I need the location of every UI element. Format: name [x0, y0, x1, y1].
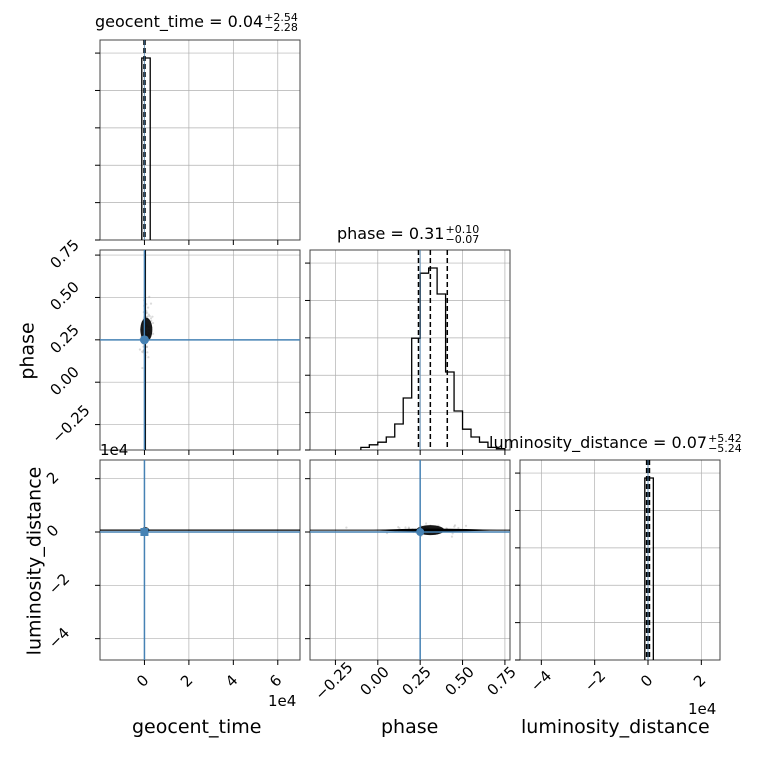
scatter-point	[146, 315, 149, 318]
panel-frame-2-1	[309, 459, 511, 661]
hist-title-errors: +0.10 −0.07	[445, 222, 480, 246]
truth-marker	[416, 528, 425, 536]
scatter-point	[453, 525, 456, 528]
panel-frame-1-1	[309, 249, 511, 451]
scatter-point	[345, 526, 348, 529]
hist-title-errors: +2.54 −2.28	[264, 10, 298, 34]
xlabel-geocent_time: geocent_time	[132, 716, 262, 738]
scatter-point	[145, 345, 149, 349]
scatter-point	[146, 311, 149, 314]
panel-frame-2-0	[99, 459, 301, 661]
panel-frame-2-2	[519, 459, 721, 661]
xlabel-luminosity_distance: luminosity_distance	[521, 716, 710, 738]
scatter-point	[141, 366, 144, 370]
multiplier-geocent_time: 1e4	[268, 692, 297, 710]
scatter-point	[145, 315, 148, 319]
scatter-point	[457, 526, 460, 530]
scatter-point	[151, 315, 154, 318]
scatter-point	[152, 332, 155, 335]
multiplier-luminosity_distance: 1e4	[688, 700, 717, 718]
scatter-point	[147, 313, 150, 316]
hist-title-minus: −2.28	[264, 20, 298, 34]
ylabel-phase: phase	[16, 322, 39, 380]
scatter-point	[148, 314, 151, 318]
scatter-point	[146, 351, 149, 354]
histogram-phase	[360, 267, 506, 450]
hist-title-text: geocent_time = 0.04	[95, 12, 264, 31]
panel-frame-0-0	[99, 39, 301, 241]
hist-title-plus: +2.54	[264, 10, 298, 24]
scatter-point	[407, 526, 410, 529]
scatter-point	[149, 317, 153, 320]
panel-frame-1-0	[99, 249, 301, 451]
hist-title-text: phase = 0.31	[337, 224, 445, 243]
hist-title-plus: +0.10	[445, 222, 480, 236]
scatter-point	[149, 302, 153, 305]
truth-marker	[140, 528, 149, 536]
hist-title-minus: −5.24	[708, 441, 742, 455]
hist-title-minus: −0.07	[445, 232, 480, 246]
scatter-point	[145, 345, 148, 348]
truth-marker	[139, 335, 149, 345]
scatter-point	[451, 532, 454, 535]
scatter-point	[150, 319, 153, 322]
hist-title-geocent_time: geocent_time = 0.04 +2.54 −2.28	[95, 12, 298, 33]
hist-title-plus: +5.42	[708, 431, 742, 445]
scatter-point	[146, 306, 150, 309]
scatter-point	[148, 295, 151, 298]
scatter-point	[404, 526, 407, 529]
scatter-point	[453, 524, 457, 527]
scatter-point	[450, 535, 454, 538]
hist-title-text: luminosity_distance = 0.07	[489, 433, 708, 452]
scatter-point	[397, 526, 400, 529]
hist-title-phase: phase = 0.31 +0.10 −0.07	[337, 224, 479, 245]
scatter-point	[464, 524, 468, 527]
scatter-point	[398, 527, 401, 530]
scatter-point	[147, 356, 150, 359]
hist-title-errors: +5.42 −5.24	[708, 431, 742, 455]
scatter-point	[138, 348, 141, 351]
multiplier-luminosity_distance-y: 1e4	[100, 441, 129, 459]
scatter-point	[141, 350, 144, 353]
hist-title-luminosity_distance: luminosity_distance = 0.07 +5.42 −5.24	[489, 433, 742, 454]
xlabel-phase: phase	[381, 716, 439, 738]
ylabel-luminosity_distance: luminosity_distance	[23, 466, 46, 656]
scatter-point	[151, 321, 155, 325]
histogram-geocent_time	[141, 57, 151, 240]
scatter-point	[425, 522, 428, 525]
